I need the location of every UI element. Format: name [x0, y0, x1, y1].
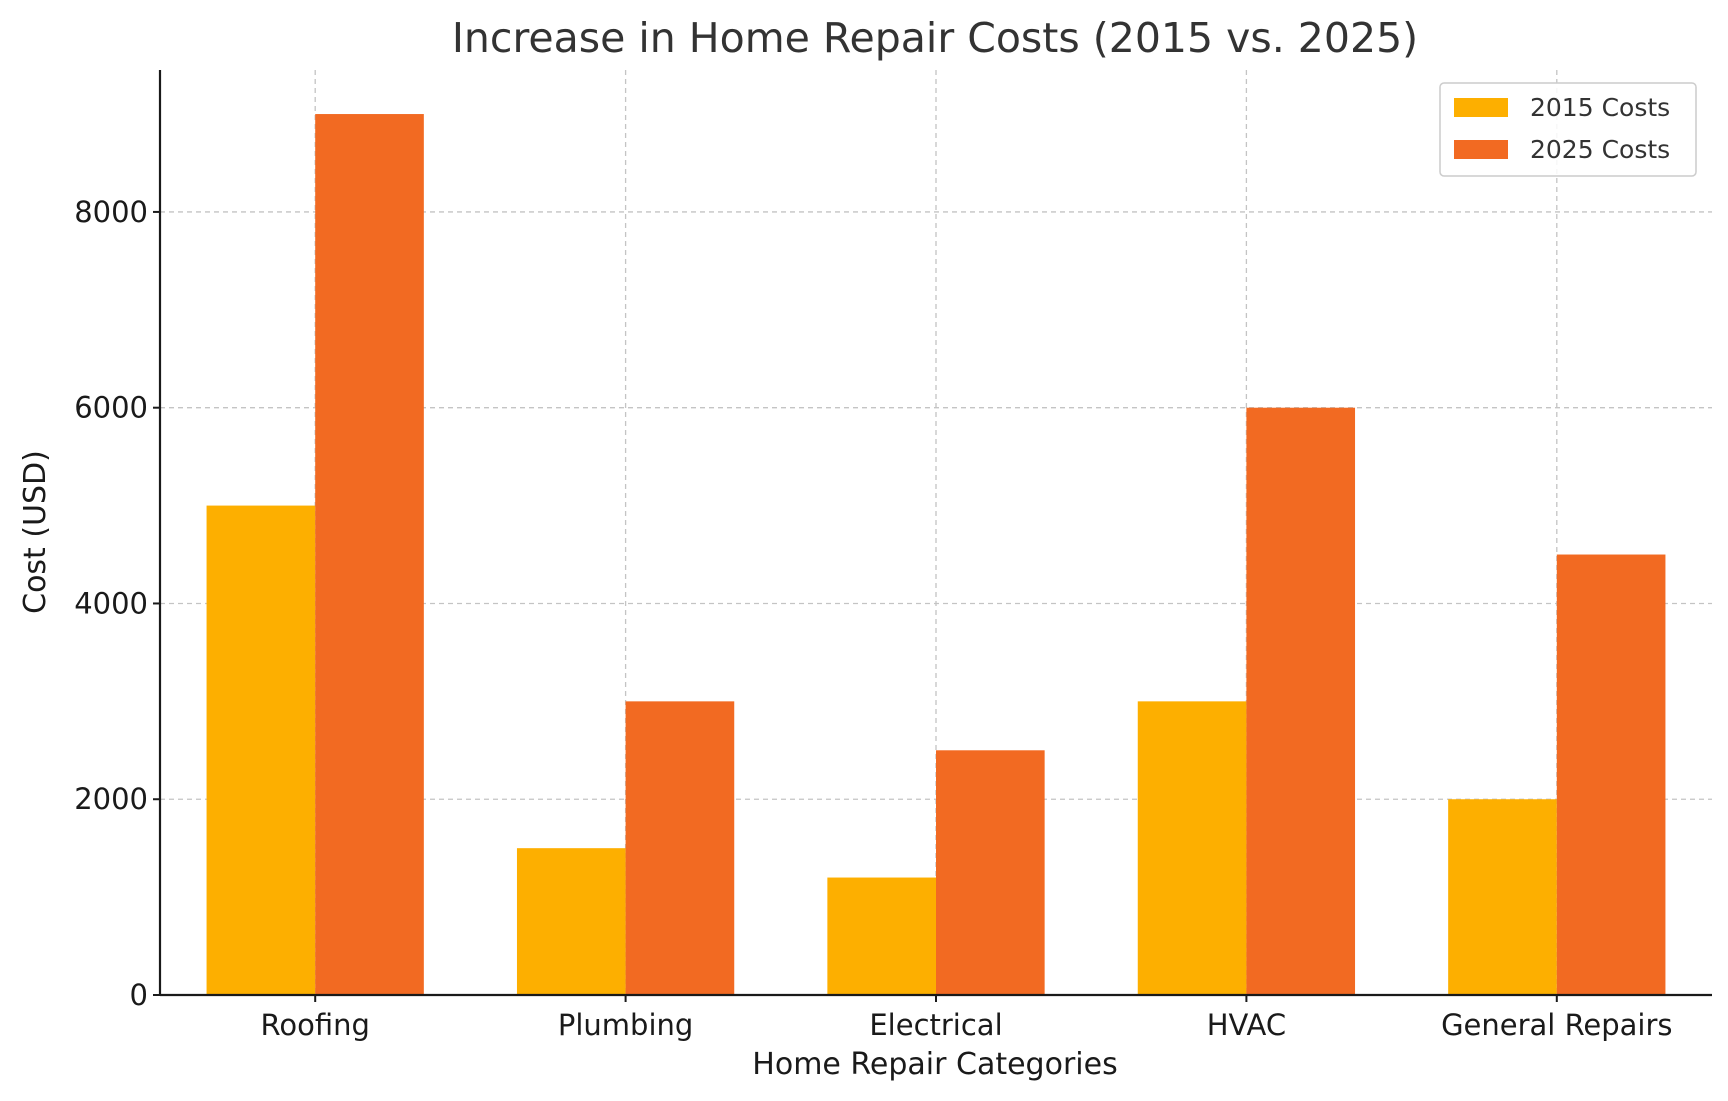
legend-label-2015: 2015 Costs	[1530, 93, 1670, 122]
y-tick-label: 6000	[74, 391, 148, 425]
bar-2025-hvac	[1246, 407, 1356, 995]
y-tick-label: 2000	[74, 782, 148, 816]
x-tick-label: General Repairs	[1441, 1008, 1672, 1042]
bar-2015-roofing	[206, 505, 316, 995]
bar-2025-electrical	[936, 750, 1045, 995]
x-ticks: Roofing Plumbing Electrical HVAC General Rep…	[261, 995, 1673, 1042]
x-tick-label: Electrical	[869, 1008, 1002, 1042]
bar-2015-hvac	[1137, 701, 1247, 995]
legend-swatch-2025	[1454, 140, 1508, 159]
bar-2025-plumbing	[625, 701, 735, 995]
bar-2015-general-repairs	[1448, 799, 1557, 995]
legend-label-2025: 2025 Costs	[1530, 135, 1670, 164]
y-tick-label: 4000	[74, 586, 148, 620]
bar-2015-plumbing	[516, 848, 626, 995]
bar-2025-general-repairs	[1556, 554, 1666, 995]
bars	[206, 114, 1666, 996]
bar-2025-roofing	[315, 114, 424, 996]
legend-swatch-2015	[1454, 98, 1508, 117]
chart-title: Increase in Home Repair Costs (2015 vs. …	[452, 14, 1418, 62]
y-ticks: 0 2000 4000 6000 8000	[74, 195, 160, 1012]
y-axis-label: Cost (USD)	[18, 450, 53, 614]
bar-2015-electrical	[827, 877, 936, 995]
x-axis-label: Home Repair Categories	[752, 1047, 1117, 1082]
legend: 2015 Costs 2025 Costs	[1439, 82, 1697, 177]
y-tick-label: 8000	[74, 195, 148, 229]
x-tick-label: Plumbing	[558, 1008, 693, 1042]
y-tick-label: 0	[130, 978, 148, 1012]
x-tick-label: HVAC	[1207, 1008, 1286, 1042]
x-tick-label: Roofing	[261, 1008, 370, 1042]
